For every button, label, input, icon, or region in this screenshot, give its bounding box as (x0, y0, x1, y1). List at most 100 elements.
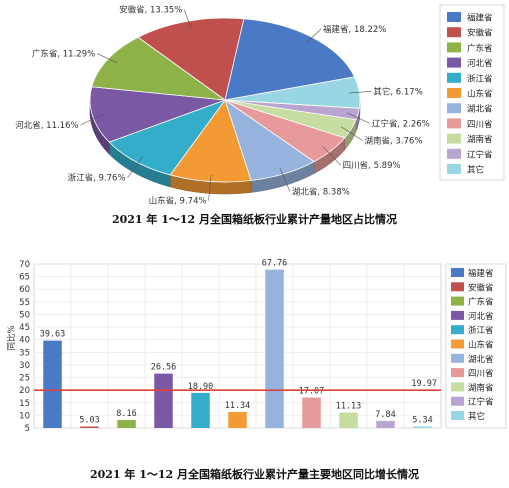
pie-label-河北省: 河北省, 11.16% (15, 120, 78, 131)
pie-leader-福建省 (305, 28, 322, 44)
pie-legend-item-福建省: 福建省 (467, 13, 493, 24)
bar-value-label-广东省: 8.16 (116, 409, 136, 419)
pie-leader-湖北省 (279, 167, 291, 192)
pie-label-山东省: 山东省, 9.74% (149, 196, 207, 207)
pie-legend-swatch-辽宁省 (447, 148, 461, 159)
bar-legend-swatch-湖南省 (451, 382, 464, 392)
bar-legend-item-广东省: 广东省 (468, 297, 494, 308)
bar-湖北省 (265, 269, 284, 428)
pie-legend-swatch-河北省 (447, 57, 461, 68)
bar-y-tick-25: 25 (19, 374, 30, 384)
bar-legend-item-四川省: 四川省 (468, 368, 494, 379)
pie-legend-item-湖南省: 湖南省 (467, 134, 493, 145)
bar-chart-title: 2021 年 1～12 月全国箱纸板行业累计产量主要地区同比增长情况 (89, 468, 420, 481)
pie-slice-广东省 (91, 36, 227, 101)
pie-label-其它: 其它, 6.17% (373, 86, 422, 97)
bar-value-label-辽宁省: 7.84 (375, 410, 395, 420)
pie-legend-swatch-浙江省 (447, 72, 461, 83)
pie-label-辽宁省: 辽宁省, 2.26% (372, 118, 430, 129)
pie-slice-安徽省 (137, 17, 245, 101)
bar-series: 39.63 5.03 8.16 26.56 18.90 11.34 67.76 17.07 11… (40, 259, 433, 428)
pie-labels: 福建省, 18.22% 其它, 6.17% 辽宁省, 2.26% 湖南省, 3.76%… (15, 5, 429, 207)
bar-y-tick-40: 40 (19, 336, 30, 346)
pie-slice-山东省 (169, 99, 252, 183)
pie-legend-swatch-湖南省 (447, 133, 461, 144)
bar-y-tick-35: 35 (19, 348, 30, 358)
bar-y-tick-65: 65 (19, 273, 30, 283)
bar-value-label-四川省: 17.07 (299, 387, 325, 397)
bar-浙江省 (191, 392, 210, 428)
pie-label-四川省: 四川省, 5.89% (343, 160, 401, 171)
pie-slice-福建省 (224, 18, 356, 101)
pie-chart: 福建省, 18.22% 其它, 6.17% 辽宁省, 2.26% 湖南省, 3.76%… (15, 4, 505, 207)
bar-legend-swatch-河北省 (451, 310, 464, 320)
pie-leader-四川省 (322, 146, 341, 166)
pie-leader-安徽省 (184, 9, 191, 28)
bar-legend-swatch-安徽省 (451, 282, 464, 292)
bar-legend-swatch-四川省 (451, 368, 464, 378)
pie-legend-swatch-广东省 (447, 42, 461, 53)
pie-leader-其它 (348, 91, 372, 94)
bar-y-tick-30: 30 (19, 361, 30, 371)
bar-四川省 (302, 397, 321, 428)
pie-slice-浙江省 (108, 99, 227, 176)
bar-value-label-其它: 5.34 (412, 416, 432, 426)
pie-legend-swatch-湖北省 (447, 103, 461, 114)
bar-y-tick-5: 5 (25, 424, 30, 434)
bar-y-tick-60: 60 (19, 285, 30, 295)
bar-其它 (413, 426, 432, 428)
bar-legend-item-山东省: 山东省 (468, 340, 494, 351)
bar-legend-swatch-广东省 (451, 296, 464, 306)
pie-label-湖南省: 湖南省, 3.76% (364, 135, 422, 146)
pie-leader-浙江省 (127, 156, 143, 178)
bar-y-label: 同比% (6, 325, 17, 350)
bar-value-label-安徽省: 5.03 (79, 416, 99, 426)
bar-河北省 (154, 373, 173, 428)
bar-legend-item-安徽省: 安徽省 (468, 282, 494, 293)
bar-reference-label: 19.97 (411, 379, 437, 389)
pie-legend-item-广东省: 广东省 (467, 43, 493, 54)
pie-leader-湖南省 (340, 126, 363, 141)
pie-label-安徽省: 安徽省, 13.35% (119, 5, 182, 16)
bar-legend-swatch-其它 (451, 411, 464, 420)
bar-value-label-山东省: 11.34 (225, 401, 251, 411)
bar-legend-item-湖北省: 湖北省 (468, 354, 494, 365)
pie-legend-item-河北省: 河北省 (467, 58, 493, 69)
pie-leader-广东省 (97, 53, 118, 64)
pie-chart-title: 2021 年 1～12 月全国箱纸板行业累计产量地区占比情况 (111, 213, 398, 226)
bar-y-tick-20: 20 (19, 386, 30, 396)
bar-y-tick-15: 15 (19, 399, 30, 409)
pie-slices (89, 17, 361, 183)
pie-label-湖北省: 湖北省, 8.38% (292, 187, 350, 198)
bar-legend-swatch-山东省 (451, 339, 464, 349)
bar-value-label-湖南省: 11.13 (336, 402, 362, 412)
bar-legend-item-辽宁省: 辽宁省 (468, 397, 494, 408)
bar-y-tick-70: 70 (19, 260, 30, 270)
bar-辽宁省 (376, 420, 395, 428)
pie-leader-辽宁省 (347, 112, 370, 124)
bar-湖南省 (339, 412, 358, 428)
bar-legend-item-浙江省: 浙江省 (468, 325, 494, 336)
bar-legend-item-湖南省: 湖南省 (468, 382, 494, 393)
bar-安徽省 (80, 426, 99, 428)
pie-legend-item-湖北省: 湖北省 (467, 104, 493, 115)
bar-legend-item-福建省: 福建省 (468, 268, 494, 279)
bar-value-label-河北省: 26.56 (151, 363, 177, 373)
pie-label-浙江省: 浙江省, 9.76% (68, 173, 126, 184)
pie-legend-item-四川省: 四川省 (467, 119, 493, 130)
pie-slice-河北省 (89, 86, 226, 143)
bar-legend-item-其它: 其它 (468, 411, 485, 422)
bar-广东省 (117, 420, 136, 428)
pie-leader-山东省 (208, 174, 212, 201)
bar-legend-swatch-浙江省 (451, 325, 464, 335)
pie-legend-swatch-安徽省 (447, 27, 461, 38)
pie-legend-item-浙江省: 浙江省 (467, 73, 493, 84)
bar-福建省 (43, 340, 62, 428)
bar-山东省 (228, 412, 247, 428)
pie-legend-item-山东省: 山东省 (467, 89, 493, 100)
bar-y-tick-10: 10 (19, 411, 30, 421)
pie-legend-swatch-山东省 (447, 88, 461, 98)
